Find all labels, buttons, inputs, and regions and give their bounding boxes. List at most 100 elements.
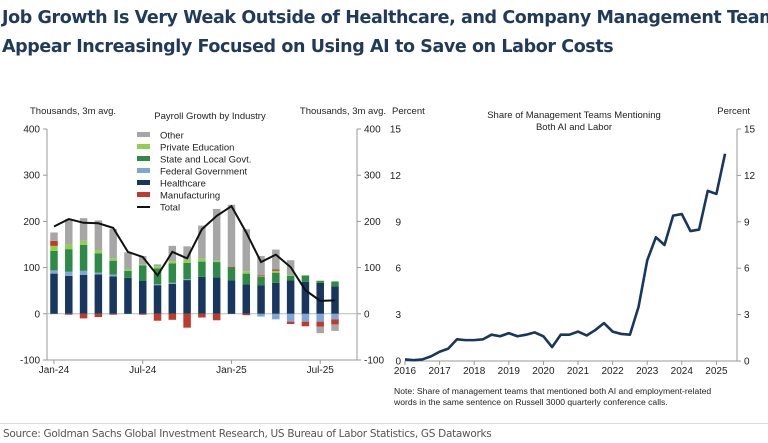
legend-label: State and Local Govt.	[160, 155, 251, 166]
y-tick-label-right: 0	[744, 357, 750, 368]
y-tick-label-left: 0	[34, 309, 40, 320]
legend-label: Other	[160, 131, 184, 142]
bar-state-and-local-govt-	[138, 265, 147, 281]
total-line	[53, 204, 336, 302]
bar-other	[198, 225, 206, 259]
bar-private-education	[316, 280, 324, 282]
bar-manufacturing	[168, 313, 177, 320]
bar-healthcare	[242, 284, 251, 314]
y-tick-label-right: 100	[364, 263, 381, 274]
bar-state-and-local-govt-	[50, 250, 58, 271]
bar-state-and-local-govt-	[316, 280, 324, 283]
bar-state-and-local-govt-	[109, 260, 117, 275]
bar-healthcare	[257, 285, 265, 314]
right-ylabel-left: Percent	[392, 106, 425, 117]
bar-federal-government	[153, 284, 162, 286]
right-chart-title-2: Both AI and Labor	[536, 122, 612, 133]
legend-swatch	[137, 168, 150, 173]
bar-private-education	[79, 240, 88, 245]
x-tick-label: 2024	[671, 366, 694, 377]
bar-state-and-local-govt-	[331, 281, 339, 287]
bar-manufacturing	[79, 313, 88, 319]
bar-state-and-local-govt-	[124, 270, 132, 278]
bar-manufacturing	[153, 313, 162, 321]
bar-private-education	[50, 245, 58, 251]
bar-manufacturing	[212, 313, 221, 321]
bar-healthcare	[198, 276, 206, 314]
x-tick-label: 2017	[428, 366, 451, 377]
bar-federal-government	[272, 313, 280, 320]
bar-private-education	[124, 268, 132, 271]
bar-state-and-local-govt-	[272, 272, 280, 283]
bar-federal-government	[109, 274, 117, 277]
source-note: Source: Goldman Sachs Global Investment …	[3, 428, 492, 440]
bar-manufacturing	[316, 321, 324, 327]
bar-healthcare	[138, 280, 147, 314]
bar-state-and-local-govt-	[227, 267, 236, 281]
bar-other	[272, 249, 280, 270]
right-ylabel-right: Percent	[717, 106, 750, 117]
left-ylabel-left: Thousands, 3m avg.	[30, 106, 116, 117]
bar-other	[183, 246, 191, 260]
title-line-2: Appear Increasingly Focused on Using AI …	[2, 37, 614, 57]
y-tick-label-right: 200	[364, 217, 381, 228]
bar-federal-government	[331, 313, 339, 320]
bar-healthcare	[109, 276, 117, 314]
x-tick-label: 2021	[567, 366, 590, 377]
legend-swatch	[137, 180, 150, 185]
y-tick-label-right: 3	[744, 310, 750, 321]
bar-other	[79, 218, 88, 241]
bar-other	[138, 256, 147, 265]
bar-manufacturing	[138, 313, 147, 315]
y-tick-label-left: 6	[395, 264, 401, 275]
ai-labor-mentions-chart: Percent Percent Share of Management Team…	[390, 106, 756, 407]
bar-manufacturing	[50, 240, 58, 246]
payroll-growth-chart: Thousands, 3m avg. Thousands, 3m avg. Pa…	[20, 106, 386, 376]
bar-manufacturing	[198, 313, 206, 318]
x-tick-label: Jul-24	[129, 365, 157, 376]
bar-healthcare	[153, 285, 162, 314]
bar-state-and-local-govt-	[212, 262, 221, 278]
bar-other	[50, 232, 58, 241]
x-tick-label: 2020	[532, 366, 555, 377]
left-ylabel-right: Thousands, 3m avg.	[300, 106, 386, 117]
y-tick-label-left: 0	[395, 357, 401, 368]
bar-state-and-local-govt-	[79, 244, 88, 271]
bar-healthcare	[227, 280, 236, 314]
bar-other	[94, 220, 103, 251]
bar-private-education	[272, 270, 280, 273]
bar-federal-government	[316, 313, 324, 322]
bar-private-education	[242, 271, 251, 274]
bar-healthcare	[301, 281, 310, 314]
bar-healthcare	[94, 274, 103, 314]
bar-manufacturing	[301, 321, 310, 327]
left-chart-title: Payroll Growth by Industry	[154, 111, 266, 122]
bar-federal-government	[79, 270, 88, 275]
x-tick-label: Jan-24	[39, 365, 70, 376]
bar-other	[109, 228, 117, 259]
bar-healthcare	[272, 282, 280, 314]
y-tick-label-right: 12	[744, 171, 756, 182]
bar-other	[227, 204, 236, 267]
legend-label: Healthcare	[160, 179, 206, 190]
bar-state-and-local-govt-	[286, 275, 295, 281]
bar-manufacturing	[65, 313, 73, 315]
bar-private-education	[153, 266, 162, 269]
x-tick-label: 2018	[463, 366, 486, 377]
y-tick-label-left: 100	[23, 263, 40, 274]
note-line-1: Note: Share of management teams that men…	[394, 386, 711, 396]
bar-private-education	[138, 264, 147, 266]
bar-federal-government	[50, 270, 58, 274]
bar-healthcare	[183, 280, 191, 314]
legend-label: Private Education	[160, 143, 234, 154]
bar-healthcare	[316, 282, 324, 314]
x-tick-label: Jul-25	[307, 365, 335, 376]
bar-state-and-local-govt-	[183, 262, 191, 280]
x-tick-label: 2019	[498, 366, 521, 377]
bar-manufacturing	[94, 313, 103, 318]
x-tick-label: Jan-25	[216, 365, 247, 376]
bar-manufacturing	[286, 321, 295, 324]
bar-other	[242, 229, 251, 272]
bar-private-education	[109, 258, 117, 261]
